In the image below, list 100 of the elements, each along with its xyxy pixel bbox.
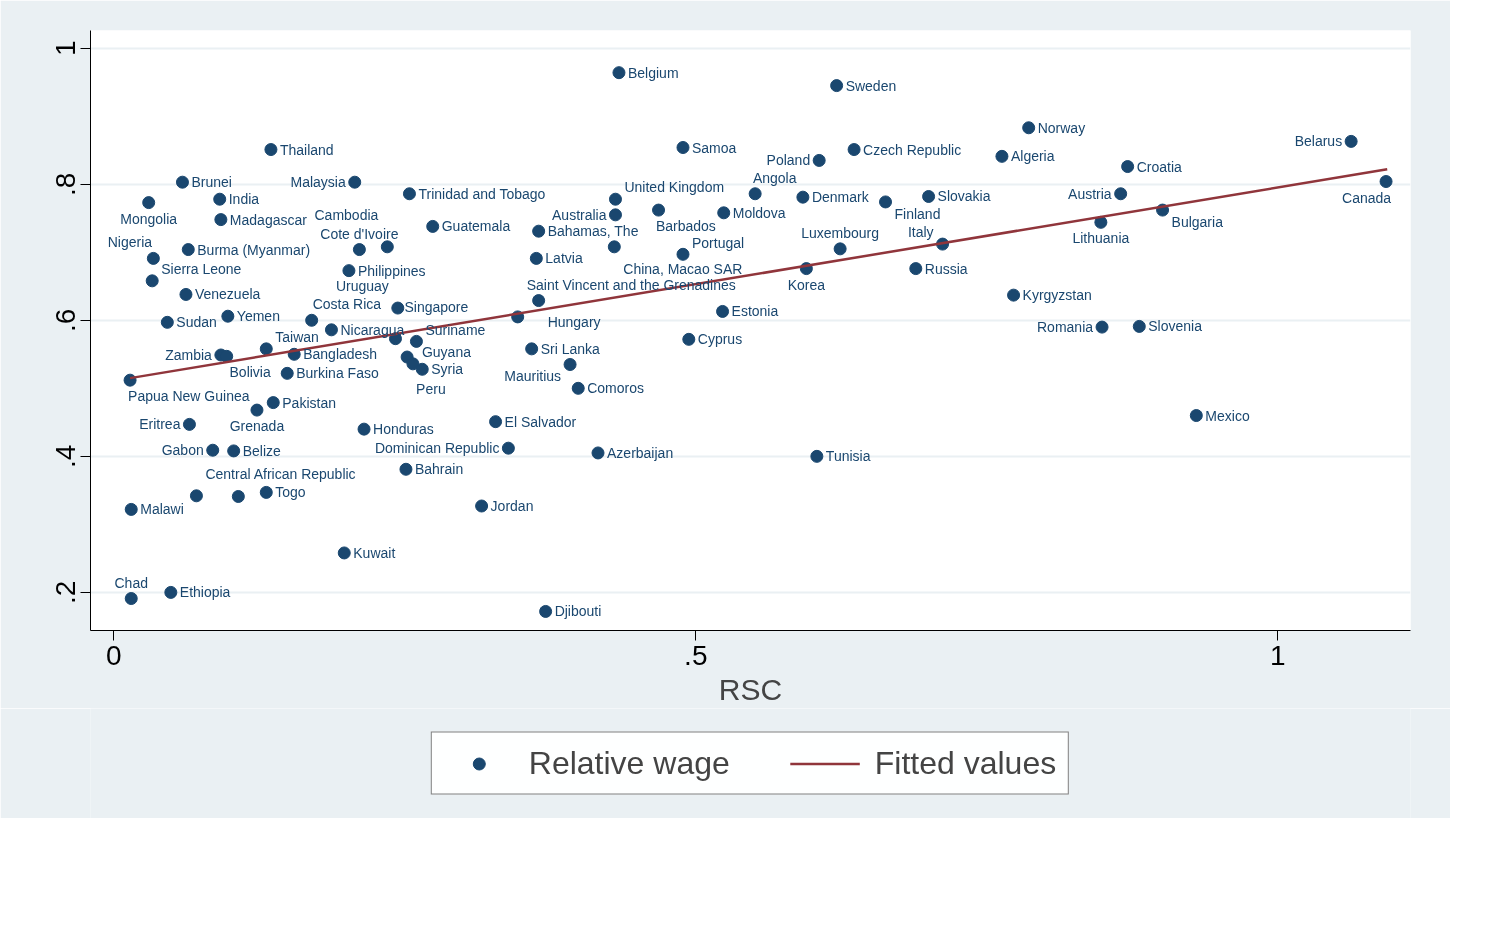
annotation: Burma (Myanmar) xyxy=(197,241,311,258)
annotation: Nicaragua xyxy=(340,321,405,338)
annotation: Jordan xyxy=(490,498,534,515)
annotation: Cambodia xyxy=(314,206,379,223)
annotation: Yemen xyxy=(236,308,280,325)
annotation: Austria xyxy=(1068,185,1112,202)
annotation: United Kingdom xyxy=(624,179,725,196)
annotation: Poland xyxy=(766,152,811,169)
x-axis-title: RSC xyxy=(718,672,783,706)
annotation: China, Macao SAR xyxy=(623,260,743,277)
annotation: Czech Republic xyxy=(863,141,962,158)
annotation: Finland xyxy=(894,205,941,222)
annotation: Sweden xyxy=(845,77,897,94)
annotation: Australia xyxy=(552,206,607,223)
annotation: Togo xyxy=(275,484,306,501)
annotation: Kuwait xyxy=(353,544,396,561)
annotation: Algeria xyxy=(1010,148,1055,165)
annotation: Tunisia xyxy=(825,448,871,465)
y-tick-label: 1 xyxy=(50,40,82,56)
y-tick-label: .8 xyxy=(50,172,82,196)
annotation: Malaysia xyxy=(290,174,346,191)
annotation: Peru xyxy=(416,380,446,397)
annotation: Syria xyxy=(431,361,464,378)
annotation: Honduras xyxy=(373,421,434,438)
annotation: Nigeria xyxy=(107,234,153,251)
annotation: Estonia xyxy=(731,303,779,320)
annotation: Eritrea xyxy=(139,416,181,433)
annotation: Ethiopia xyxy=(179,584,231,601)
annotation: Malawi xyxy=(140,501,184,518)
annotation: Belgium xyxy=(627,64,679,81)
annotation: Angola xyxy=(752,169,797,186)
annotation: Romania xyxy=(1037,319,1094,336)
annotation: Kyrgyzstan xyxy=(1022,287,1092,304)
annotation: Italy xyxy=(907,224,934,241)
annotation: India xyxy=(228,191,260,208)
annotation: Papua New Guinea xyxy=(128,388,250,405)
annotation: Norway xyxy=(1037,119,1086,136)
annotation: Cyprus xyxy=(697,331,743,348)
y-tick-label: .2 xyxy=(50,580,82,605)
annotation: Guyana xyxy=(421,344,472,361)
annotation: Portugal xyxy=(691,234,745,251)
annotation: Sri Lanka xyxy=(540,340,601,357)
annotation: Bangladesh xyxy=(303,346,378,363)
annotation: Lithuania xyxy=(1072,230,1130,247)
annotation: Pakistan xyxy=(282,394,336,411)
annotation: Belarus xyxy=(1294,133,1343,150)
annotation: Taiwan xyxy=(275,329,319,346)
annotation: Azerbaijan xyxy=(607,444,674,461)
annotation: Korea xyxy=(787,276,826,293)
annotation: Samoa xyxy=(691,139,737,156)
legend-label: Relative wage xyxy=(528,744,730,782)
annotation: Costa Rica xyxy=(312,296,382,313)
annotation: Cote d'Ivoire xyxy=(320,225,399,242)
annotation: Barbados xyxy=(655,218,716,235)
annotation: El Salvador xyxy=(504,413,577,430)
annotation: Canada xyxy=(1342,189,1392,206)
annotation: Gabon xyxy=(161,442,204,459)
annotation: Slovakia xyxy=(937,188,991,205)
annotation: Zambia xyxy=(165,346,213,363)
annotation: Central African Republic xyxy=(205,465,356,482)
y-tick-label: .6 xyxy=(50,308,82,332)
annotation: Belize xyxy=(242,442,282,459)
annotation: Hungary xyxy=(547,314,601,331)
annotation: Singapore xyxy=(404,298,469,315)
annotation: Mongolia xyxy=(120,210,178,227)
x-tick-label: .5 xyxy=(684,639,708,671)
annotation: Philippines xyxy=(357,262,426,279)
x-tick-label: 1 xyxy=(1270,639,1286,671)
annotation: Suriname xyxy=(425,321,486,338)
annotation: Venezuela xyxy=(194,286,261,303)
annotation: Latvia xyxy=(545,250,583,267)
annotation: Thailand xyxy=(279,141,334,158)
annotation: Burkina Faso xyxy=(296,365,379,382)
x-tick-label: 0 xyxy=(105,639,122,671)
annotation: Bolivia xyxy=(229,364,271,381)
annotation: Bulgaria xyxy=(1171,213,1224,230)
annotation: Madagascar xyxy=(229,211,308,228)
annotation: Uruguay xyxy=(335,278,389,295)
annotation: Grenada xyxy=(229,418,285,435)
annotation: Guatemala xyxy=(441,218,511,235)
annotation: Trinidad and Tobago xyxy=(418,185,546,202)
annotation: Sierra Leone xyxy=(161,261,242,278)
annotation: Djibouti xyxy=(554,603,602,620)
y-tick-label: .4 xyxy=(50,444,82,469)
annotation: Moldova xyxy=(732,204,786,221)
annotation: Mexico xyxy=(1205,407,1250,424)
annotation: Bahamas, The xyxy=(547,223,639,240)
legend-label: Fitted values xyxy=(874,744,1057,782)
annotation: Bahrain xyxy=(414,461,464,478)
annotation: Russia xyxy=(924,260,968,277)
annotation: Denmark xyxy=(811,189,870,206)
annotation: Brunei xyxy=(191,174,232,191)
annotation: Dominican Republic xyxy=(374,440,500,457)
annotation: Mauritius xyxy=(504,368,562,385)
annotation: Comoros xyxy=(587,380,645,397)
annotation: Chad xyxy=(114,574,148,591)
annotation: Luxembourg xyxy=(801,224,880,241)
annotation: Sudan xyxy=(176,314,217,331)
annotation: Croatia xyxy=(1136,158,1182,175)
annotation: Slovenia xyxy=(1148,318,1203,335)
